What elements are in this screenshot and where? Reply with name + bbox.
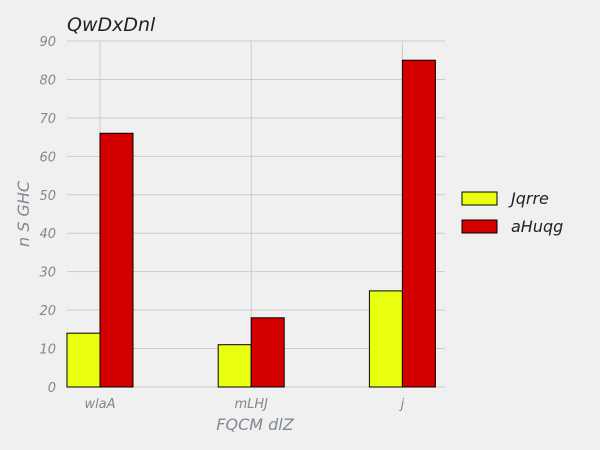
bar-aHuqg-wlaA [99, 132, 134, 388]
y-tick-label: 20 [39, 304, 56, 319]
bars [66, 59, 436, 388]
chart-title: QwDxDnl [67, 14, 156, 36]
y-tick-label: 10 [39, 343, 56, 358]
legend: Jqrre aHuqg [461, 189, 563, 236]
y-tick-label: 90 [39, 35, 56, 50]
y-axis-label: n S GHC [14, 180, 33, 247]
legend-label: aHuqg [511, 217, 563, 236]
y-tick-label: 40 [39, 227, 56, 242]
x-tick-label: mLHJ [234, 397, 268, 412]
bar-aHuqg-j [401, 59, 436, 388]
bar-Jqrre-j [368, 290, 403, 388]
y-tick-label: 60 [39, 150, 56, 165]
y-tick-label: 50 [39, 189, 56, 204]
legend-swatch [461, 219, 498, 234]
legend-swatch [461, 191, 498, 206]
y-tick-label: 80 [39, 73, 56, 88]
x-axis-label: FQCM dlZ [216, 415, 294, 434]
legend-label: Jqrre [508, 189, 549, 208]
x-tick-label: wlaA [84, 397, 115, 412]
x-tick-label: j [399, 397, 405, 412]
bar-aHuqg-mLHJ [250, 317, 285, 388]
y-tick-label: 0 [48, 381, 56, 396]
bar-Jqrre-mLHJ [217, 344, 252, 388]
y-tick-label: 70 [39, 112, 56, 127]
bar-Jqrre-wlaA [66, 332, 101, 388]
y-axis-ticks: 0 10 20 30 40 50 60 70 80 90 [39, 35, 56, 396]
y-tick-label: 30 [39, 266, 56, 281]
x-axis-ticks: wlaA mLHJ j [84, 397, 404, 412]
